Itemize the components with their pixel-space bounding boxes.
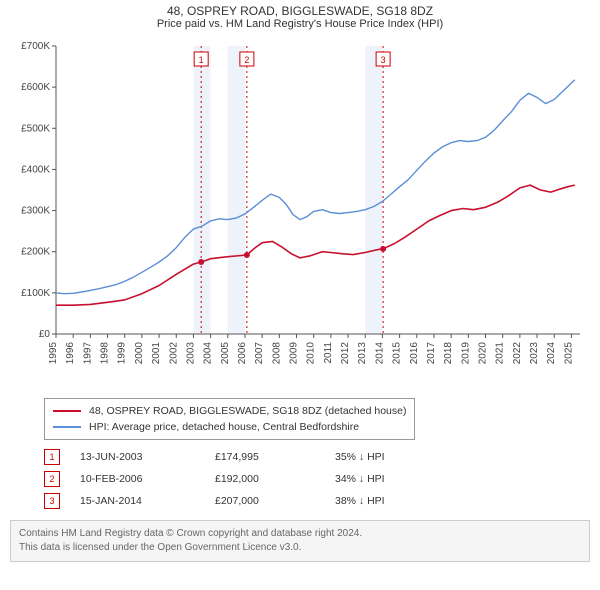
transaction-price-3: £207,000 (215, 495, 335, 507)
transaction-marker-1: 1 (44, 449, 60, 465)
svg-text:2021: 2021 (495, 342, 506, 365)
svg-text:1998: 1998 (100, 342, 111, 365)
svg-text:£0: £0 (39, 329, 51, 340)
svg-text:2001: 2001 (151, 342, 162, 365)
svg-text:2: 2 (244, 55, 249, 65)
svg-text:2011: 2011 (323, 342, 334, 364)
legend-label-hpi: HPI: Average price, detached house, Cent… (89, 419, 359, 435)
svg-text:2003: 2003 (185, 342, 196, 365)
legend-item-hpi: HPI: Average price, detached house, Cent… (53, 419, 406, 435)
transaction-diff-1: 35% ↓ HPI (335, 451, 455, 463)
transaction-diff-3: 38% ↓ HPI (335, 495, 455, 507)
chart-area: £0 £100K £200K £300K £400K £500K £600K £700K 199… (10, 38, 590, 388)
page-root: 48, OSPREY ROAD, BIGGLESWADE, SG18 8DZ P… (0, 0, 600, 590)
svg-text:2000: 2000 (134, 342, 145, 365)
transactions-table: 1 13-JUN-2003 £174,995 35% ↓ HPI 2 10-FE… (44, 446, 455, 512)
footer-line-2: This data is licensed under the Open Gov… (19, 541, 581, 555)
svg-text:2018: 2018 (443, 342, 454, 365)
transaction-date-2: 10-FEB-2006 (80, 473, 215, 485)
svg-text:2023: 2023 (529, 342, 540, 365)
legend-item-property: 48, OSPREY ROAD, BIGGLESWADE, SG18 8DZ (… (53, 403, 406, 419)
chart-svg: £0 £100K £200K £300K £400K £500K £600K £700K 199… (10, 38, 590, 388)
legend-swatch-property (53, 410, 81, 412)
svg-text:£500K: £500K (21, 123, 50, 134)
transaction-marker-2: 2 (44, 471, 60, 487)
svg-text:1997: 1997 (82, 342, 93, 365)
svg-text:2020: 2020 (478, 342, 489, 365)
svg-text:£400K: £400K (21, 164, 50, 175)
transaction-price-1: £174,995 (215, 451, 335, 463)
transaction-price-2: £192,000 (215, 473, 335, 485)
svg-text:2024: 2024 (546, 342, 557, 365)
transaction-diff-2: 34% ↓ HPI (335, 473, 455, 485)
svg-text:2017: 2017 (426, 342, 437, 365)
transaction-row-1: 1 13-JUN-2003 £174,995 35% ↓ HPI (44, 446, 455, 468)
svg-text:2008: 2008 (271, 342, 282, 365)
title-line-1: 48, OSPREY ROAD, BIGGLESWADE, SG18 8DZ (0, 4, 600, 18)
svg-text:2005: 2005 (220, 342, 231, 365)
svg-text:1995: 1995 (48, 342, 59, 365)
svg-text:£700K: £700K (21, 41, 50, 52)
svg-text:2013: 2013 (357, 342, 368, 365)
svg-text:£100K: £100K (21, 288, 50, 299)
svg-text:2002: 2002 (168, 342, 179, 365)
svg-text:2006: 2006 (237, 342, 248, 365)
legend-label-property: 48, OSPREY ROAD, BIGGLESWADE, SG18 8DZ (… (89, 403, 406, 419)
svg-text:2012: 2012 (340, 342, 351, 365)
svg-text:£600K: £600K (21, 82, 50, 93)
svg-text:1: 1 (199, 55, 204, 65)
svg-text:2004: 2004 (203, 342, 214, 365)
footer-line-1: Contains HM Land Registry data © Crown c… (19, 527, 581, 541)
svg-text:2025: 2025 (563, 342, 574, 365)
transaction-row-3: 3 15-JAN-2014 £207,000 38% ↓ HPI (44, 490, 455, 512)
chart-title-block: 48, OSPREY ROAD, BIGGLESWADE, SG18 8DZ P… (0, 0, 600, 32)
title-line-2: Price paid vs. HM Land Registry's House … (0, 18, 600, 30)
svg-text:3: 3 (381, 55, 386, 65)
svg-text:2014: 2014 (374, 342, 385, 365)
transaction-date-1: 13-JUN-2003 (80, 451, 215, 463)
svg-text:2007: 2007 (254, 342, 265, 365)
svg-text:2022: 2022 (512, 342, 523, 365)
svg-text:2016: 2016 (409, 342, 420, 365)
svg-text:£300K: £300K (21, 206, 50, 217)
svg-text:1996: 1996 (65, 342, 76, 365)
svg-text:£200K: £200K (21, 247, 50, 258)
legend-swatch-hpi (53, 426, 81, 428)
svg-text:2010: 2010 (306, 342, 317, 365)
legend: 48, OSPREY ROAD, BIGGLESWADE, SG18 8DZ (… (44, 398, 415, 440)
transaction-row-2: 2 10-FEB-2006 £192,000 34% ↓ HPI (44, 468, 455, 490)
transaction-date-3: 15-JAN-2014 (80, 495, 215, 507)
svg-text:1999: 1999 (117, 342, 128, 365)
svg-text:2019: 2019 (460, 342, 471, 365)
svg-text:2015: 2015 (392, 342, 403, 365)
svg-text:2009: 2009 (289, 342, 300, 365)
attribution-footer: Contains HM Land Registry data © Crown c… (10, 520, 590, 562)
transaction-marker-3: 3 (44, 493, 60, 509)
